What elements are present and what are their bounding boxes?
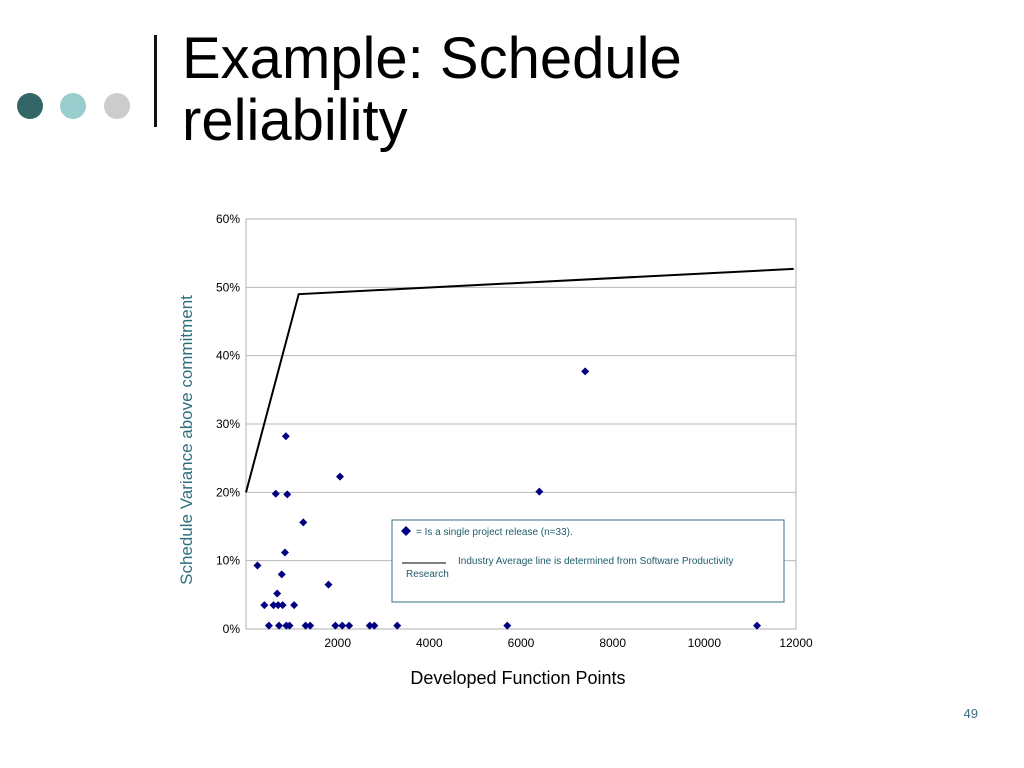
slide-title-line-1: Example: Schedule xyxy=(182,26,682,91)
x-tick-label: 4000 xyxy=(416,636,443,650)
data-point xyxy=(324,580,333,589)
x-axis-ticks: 2000 4000 6000 8000 10000 12000 xyxy=(324,636,813,650)
data-point xyxy=(338,621,347,630)
data-point xyxy=(260,601,269,610)
data-point xyxy=(301,621,310,630)
legend: = Is a single project release (n=33). In… xyxy=(391,519,785,603)
slide-title: Example: Schedule reliability xyxy=(182,28,682,152)
data-point xyxy=(299,518,308,527)
accent-dot-teal xyxy=(60,93,86,119)
data-point xyxy=(290,601,299,610)
data-point xyxy=(306,621,315,630)
data-point xyxy=(274,601,283,610)
y-tick-label: 50% xyxy=(216,280,240,294)
legend-line-label-2: Research xyxy=(406,569,449,580)
data-point xyxy=(281,432,290,441)
data-point xyxy=(503,621,512,630)
legend-box xyxy=(391,519,785,603)
y-tick-label: 0% xyxy=(223,622,241,636)
data-point xyxy=(269,601,278,610)
data-point xyxy=(271,489,280,498)
data-point xyxy=(370,621,379,630)
y-tick-label: 30% xyxy=(216,417,240,431)
y-tick-label: 60% xyxy=(216,212,240,226)
data-point xyxy=(275,621,283,630)
x-tick-label: 8000 xyxy=(599,636,626,650)
x-tick-label: 12000 xyxy=(779,636,813,650)
y-axis-ticks: 0% 10% 20% 30% 40% 50% 60% xyxy=(216,212,240,636)
data-point xyxy=(277,570,286,579)
data-point xyxy=(253,561,262,570)
data-point xyxy=(264,621,273,630)
title-divider xyxy=(154,35,157,127)
x-tick-label: 2000 xyxy=(324,636,351,650)
data-points xyxy=(253,367,762,630)
data-point xyxy=(345,621,354,630)
data-point xyxy=(285,621,294,630)
data-point xyxy=(273,589,282,598)
data-point xyxy=(535,487,544,496)
data-point xyxy=(581,367,590,376)
accent-dot-dark xyxy=(17,93,43,119)
y-tick-label: 10% xyxy=(216,554,240,568)
data-point xyxy=(283,490,292,499)
y-tick-label: 20% xyxy=(216,485,240,499)
data-point xyxy=(278,601,287,610)
legend-diamond-icon xyxy=(401,526,411,536)
data-point xyxy=(335,472,344,481)
industry-average-line xyxy=(245,267,794,493)
accent-dot-gray xyxy=(104,93,130,119)
legend-point-label: = Is a single project release (n=33). xyxy=(416,527,573,538)
y-axis-label: Schedule Variance above commitment xyxy=(177,295,196,585)
legend-line-label-1: Industry Average line is determined from… xyxy=(458,556,734,567)
y-tick-label: 40% xyxy=(216,349,240,363)
data-point xyxy=(331,621,340,630)
data-point xyxy=(280,548,289,557)
data-point xyxy=(393,621,402,630)
slide-title-line-2: reliability xyxy=(182,88,408,153)
page-number: 49 xyxy=(963,706,978,721)
x-axis-label: Developed Function Points xyxy=(410,668,625,688)
data-point xyxy=(753,621,762,630)
data-point xyxy=(365,621,374,630)
x-tick-label: 6000 xyxy=(508,636,535,650)
x-tick-label: 10000 xyxy=(688,636,722,650)
